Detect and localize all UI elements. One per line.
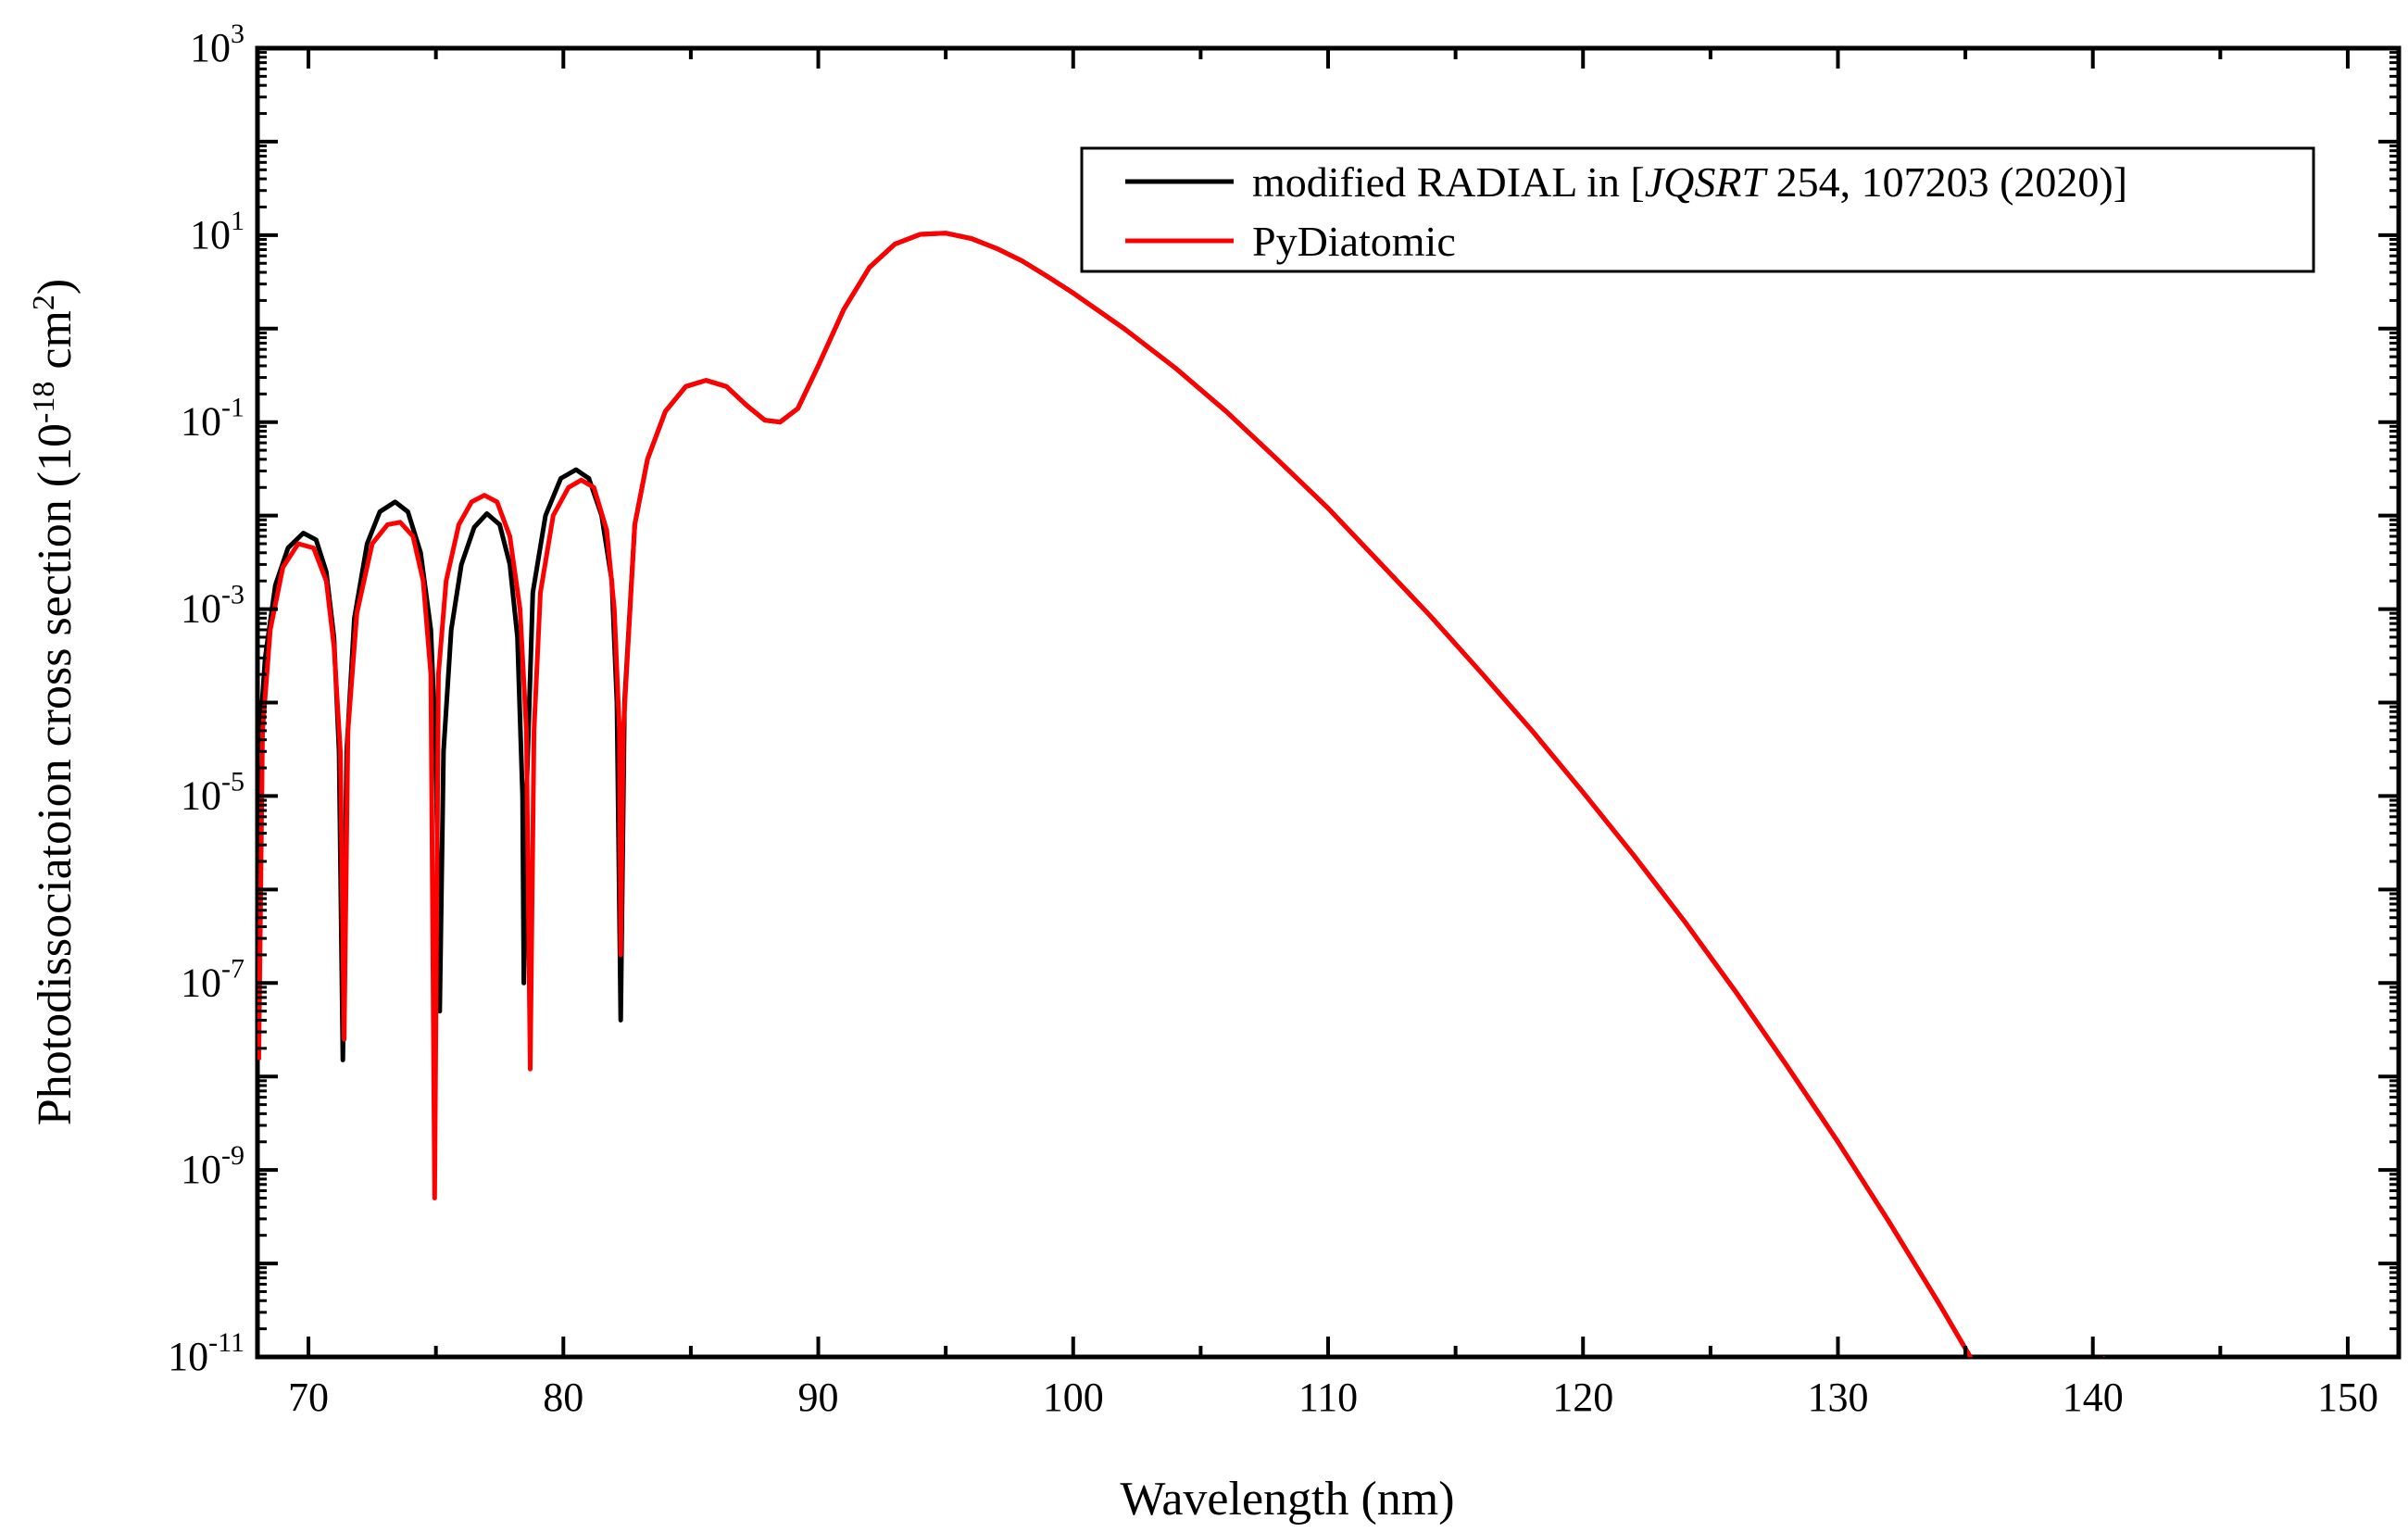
legend-box (1080, 146, 2315, 273)
legend-label-series-1-part-2: JQSRT (1645, 158, 1769, 206)
legend: modified RADIAL in [JQSRT 254, 107203 (2… (1080, 146, 2315, 273)
legend-label-series-1: modified RADIAL in [JQSRT 254, 107203 (2… (1252, 158, 2127, 206)
y-tick-label: 10-7 (181, 953, 245, 1005)
y-axis-title-exp1: -18 (27, 382, 61, 423)
x-tick-label: 130 (1807, 1375, 1868, 1420)
y-tick-label: 10-11 (168, 1327, 245, 1379)
x-tick-label: 110 (1298, 1375, 1358, 1420)
y-tick-label: 103 (190, 19, 245, 70)
series-layer (257, 231, 2106, 1357)
x-tick-label: 70 (288, 1375, 329, 1420)
plot-area: 70 80 90 100 110 120 130 140 150 10-1110-910-710… (168, 19, 2402, 1420)
x-tick-label: 150 (2317, 1375, 2378, 1420)
y-axis-title-middle: cm (29, 310, 82, 382)
x-tick-label: 100 (1043, 1375, 1104, 1420)
y-axis-title-suffix: ) (29, 279, 82, 295)
x-axis-title: Wavelength (nm) (1120, 1473, 1454, 1526)
y-tick-label: 101 (190, 206, 245, 257)
y-tick-label: 10-1 (181, 393, 245, 445)
legend-label-series-2: PyDiatomic (1252, 218, 1456, 265)
y-tick-label: 10-3 (181, 580, 245, 632)
x-tick-label: 140 (2063, 1375, 2124, 1420)
x-tick-label: 120 (1552, 1375, 1613, 1420)
series-line-1 (257, 231, 2106, 1357)
y-axis-title-prefix: Photodissociatoion cross section (10 (29, 423, 82, 1125)
legend-label-series-1-part-3: 254, 107203 (2020)] (1765, 158, 2127, 206)
y-tick-label: 10-9 (181, 1140, 245, 1192)
y-axis-title: Photodissociatoion cross section (10-18 … (27, 279, 82, 1125)
y-axis: 10-11 10-9 10-7 10-5 10-3 10-1 101 103 (168, 19, 2399, 1379)
legend-label-series-1-part-1: modified RADIAL in [ (1252, 158, 1645, 206)
x-tick-label: 90 (798, 1375, 839, 1420)
y-axis-title-exp2: 2 (27, 295, 61, 310)
series-line-2 (257, 231, 2106, 1357)
y-tick-label: 10-5 (181, 766, 245, 818)
x-tick-label: 80 (543, 1375, 583, 1420)
x-axis: 70 80 90 100 110 120 130 140 150 (288, 48, 2378, 1420)
